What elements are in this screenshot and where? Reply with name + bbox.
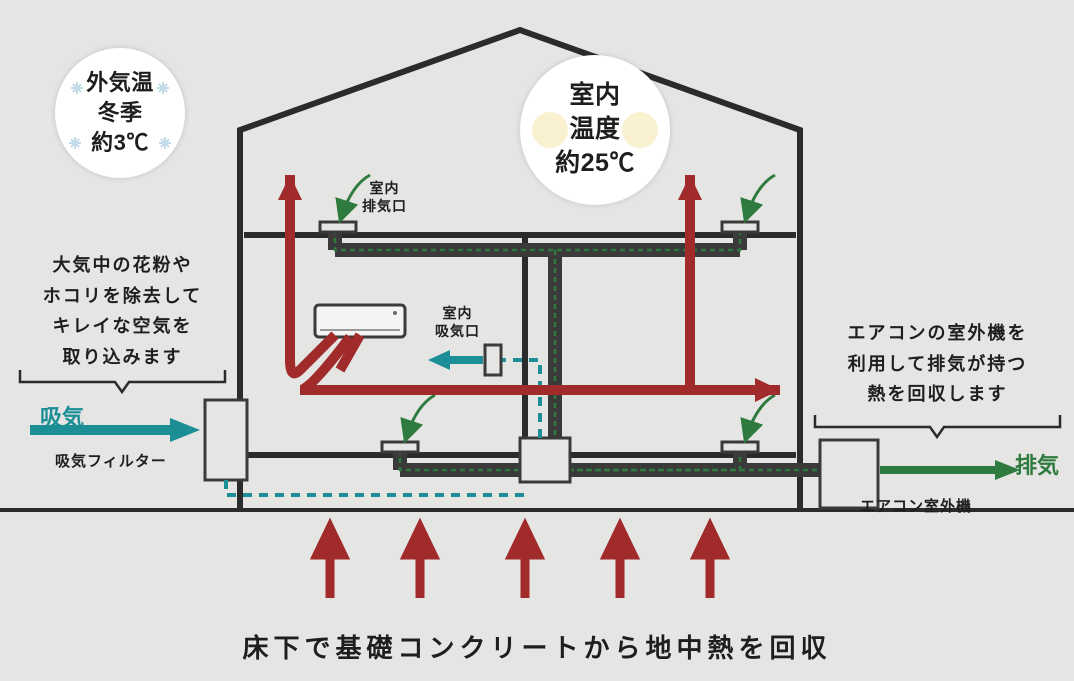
right-desc-l3: 熱を回収します [868,384,1008,404]
indoor-intake-l1: 室内 [443,305,473,321]
indoor-intake-l2: 吸気口 [435,323,480,339]
outside-temp-badge: 外気温 冬季 約3℃ [55,48,185,178]
indoor-exhaust-l2: 排気口 [362,198,407,214]
indoor-intake-label: 室内 吸気口 [435,305,480,340]
exhaust-label: 排気 [1015,448,1059,480]
inside-temp-badge: 室内 温度 約25℃ [520,55,670,205]
bottom-caption: 床下で基礎コンクリートから地中熱を回収 [0,628,1074,665]
left-desc-l3: キレイな空気を [53,316,193,336]
indoor-exhaust-label: 室内 排気口 [362,180,407,215]
left-desc-l1: 大気中の花粉や [53,255,193,275]
left-desc-l4: 取り込みます [63,347,183,367]
left-description: 大気中の花粉や ホコリを除去して キレイな空気を 取り込みます [15,250,230,372]
indoor-exhaust-l1: 室内 [370,180,400,196]
intake-filter-label: 吸気フィルター [55,450,167,471]
right-description: エアコンの室外機を 利用して排気が持つ 熱を回収します [810,318,1065,410]
left-desc-l2: ホコリを除去して [43,286,202,306]
right-desc-l1: エアコンの室外機を [848,323,1028,343]
intake-label: 吸気 [40,400,84,432]
right-desc-l2: 利用して排気が持つ [848,354,1027,374]
outdoor-unit-label: エアコン室外機 [860,495,972,516]
